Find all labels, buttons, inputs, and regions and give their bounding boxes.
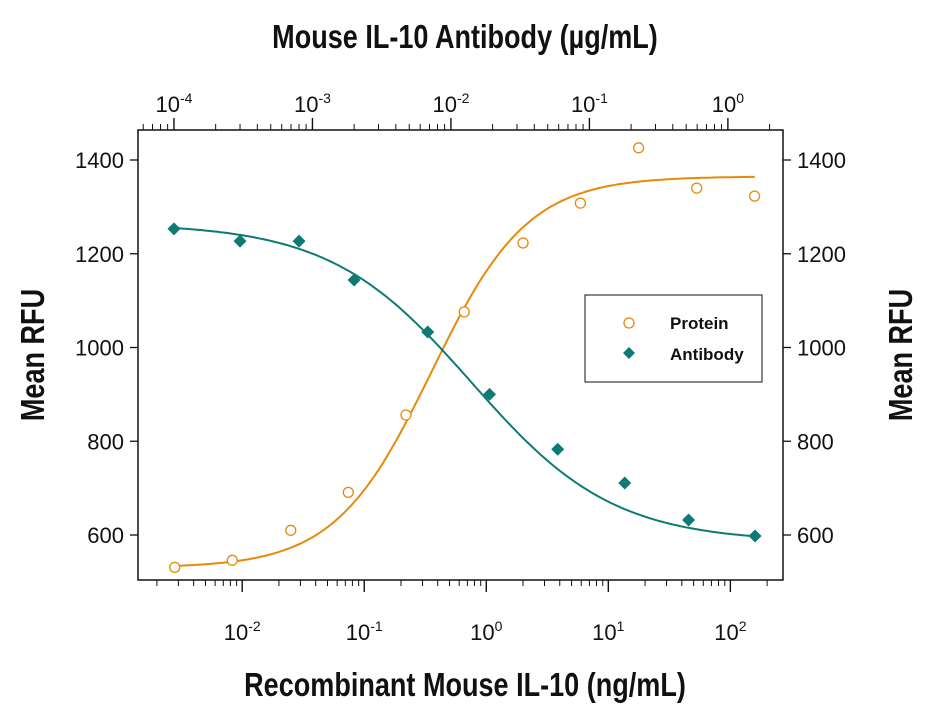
antibody-point <box>483 387 497 401</box>
y-tick-label-left: 1400 <box>75 148 124 173</box>
legend: Protein Antibody <box>584 294 763 383</box>
right-axis-title: Mean RFU <box>884 289 920 421</box>
plot-frame <box>137 129 784 581</box>
top-axis-title: Mouse IL-10 Antibody (µg/mL) <box>272 20 658 56</box>
antibody-point <box>292 234 306 248</box>
antibody-point <box>618 476 632 490</box>
bottom-axis-title: Recombinant Mouse IL-10 (ng/mL) <box>244 668 686 704</box>
bottom-x-tick-label: 100 <box>470 618 502 645</box>
protein-point <box>400 409 412 421</box>
y-tick-label-left: 800 <box>87 429 124 454</box>
protein-point <box>169 561 181 573</box>
protein-point <box>574 197 587 209</box>
antibody-point <box>682 513 696 527</box>
top-x-tick-label: 100 <box>712 90 744 117</box>
antibody-point <box>421 325 435 339</box>
bottom-x-tick-label: 102 <box>714 618 746 645</box>
antibody-fit-curve <box>173 227 756 538</box>
y-tick-label-left: 1000 <box>75 336 124 361</box>
top-x-tick-label: 10-4 <box>155 90 192 117</box>
left-axis-title: Mean RFU <box>16 289 52 421</box>
protein-point <box>285 524 297 536</box>
protein-point <box>517 237 529 249</box>
antibody-point <box>347 273 361 287</box>
legend-antibody-marker <box>623 347 635 359</box>
y-tick-label-right: 1000 <box>797 336 846 361</box>
bottom-x-tick-label: 10-2 <box>224 618 261 645</box>
y-tick-label-right: 600 <box>797 523 834 548</box>
protein-point <box>226 554 238 566</box>
y-tick-label-left: 1200 <box>75 242 124 267</box>
y-tick-label-right: 800 <box>797 429 834 454</box>
antibody-point <box>167 222 181 236</box>
protein-point <box>691 182 703 194</box>
y-tick-label-right: 1200 <box>797 242 846 267</box>
top-x-tick-label: 10-1 <box>571 90 608 117</box>
legend-protein-label: Protein <box>670 314 729 333</box>
bottom-x-tick-label: 101 <box>592 618 624 645</box>
bottom-x-tick-label: 10-1 <box>346 618 383 645</box>
protein-point <box>748 190 761 202</box>
antibody-point <box>748 529 762 543</box>
y-tick-label-left: 600 <box>87 523 124 548</box>
protein-point <box>342 486 354 498</box>
top-x-tick-label: 10-3 <box>294 90 331 117</box>
legend-antibody-label: Antibody <box>670 345 744 364</box>
antibody-point <box>551 442 565 456</box>
y-tick-label-right: 1400 <box>797 148 846 173</box>
top-x-tick-label: 10-2 <box>432 90 469 117</box>
protein-point <box>458 306 470 318</box>
legend-protein-marker <box>623 317 635 329</box>
protein-point <box>632 142 645 154</box>
antibody-point <box>233 234 247 248</box>
